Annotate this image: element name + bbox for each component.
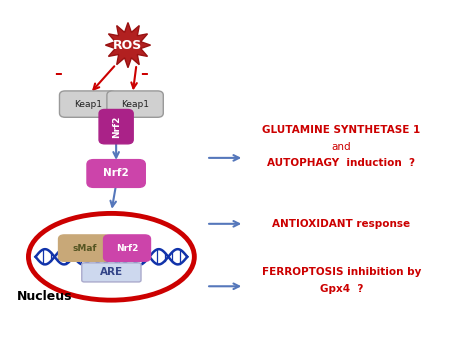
FancyBboxPatch shape [99, 110, 133, 144]
Text: Nrf2: Nrf2 [112, 116, 120, 138]
Text: ARE: ARE [100, 268, 123, 277]
Text: GLUTAMINE SYNTHETASE 1: GLUTAMINE SYNTHETASE 1 [262, 125, 420, 135]
FancyBboxPatch shape [107, 91, 163, 117]
FancyBboxPatch shape [87, 160, 145, 187]
Ellipse shape [28, 213, 194, 300]
Polygon shape [105, 23, 151, 68]
FancyBboxPatch shape [58, 235, 110, 261]
Text: Keap1: Keap1 [121, 100, 149, 109]
FancyBboxPatch shape [103, 235, 151, 261]
Text: FERROPTOSIS inhibition by: FERROPTOSIS inhibition by [262, 268, 421, 277]
Text: Keap1: Keap1 [73, 100, 102, 109]
Text: Nrf2: Nrf2 [103, 169, 129, 178]
Text: Nucleus: Nucleus [17, 290, 72, 303]
Text: ANTIOXIDANT response: ANTIOXIDANT response [272, 219, 410, 229]
Text: AUTOPHAGY  induction  ?: AUTOPHAGY induction ? [267, 158, 415, 168]
Text: Gpx4  ?: Gpx4 ? [319, 284, 363, 294]
Text: –: – [140, 66, 147, 81]
FancyBboxPatch shape [82, 263, 141, 282]
FancyBboxPatch shape [60, 91, 116, 117]
Text: –: – [55, 66, 62, 81]
Text: Nrf2: Nrf2 [116, 244, 138, 253]
Text: and: and [331, 142, 351, 152]
Text: ROS: ROS [113, 39, 143, 52]
Text: sMaf: sMaf [72, 244, 97, 253]
